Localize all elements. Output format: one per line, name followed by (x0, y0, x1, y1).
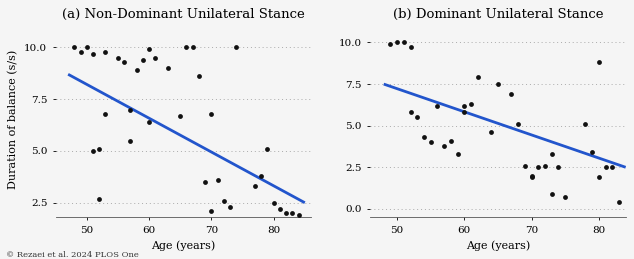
Point (188, 45, 198, 49)
Y-axis label: Duration of balance (s/s): Duration of balance (s/s) (8, 50, 18, 190)
Point (513, 122, 523, 126)
Point (459, 110, 469, 114)
Point (200, 180, 210, 184)
Point (181, 45, 191, 49)
Point (459, 104, 469, 108)
Point (439, 143, 450, 148)
Point (94, 197, 105, 201)
Point (392, 40, 402, 45)
Point (593, 175, 604, 179)
Point (163, 66, 173, 70)
Point (547, 152, 557, 156)
Point (526, 174, 536, 178)
Point (94, 147, 105, 151)
Point (486, 130, 496, 134)
Point (212, 178, 223, 182)
Point (425, 140, 436, 145)
Point (540, 163, 550, 168)
Point (256, 174, 266, 178)
Point (206, 112, 216, 116)
Point (206, 209, 216, 213)
X-axis label: Age (years): Age (years) (152, 240, 216, 251)
Point (126, 107, 136, 112)
Point (547, 192, 557, 196)
Point (150, 56, 160, 60)
Point (287, 211, 297, 215)
Point (119, 60, 129, 64)
Point (75, 49, 86, 54)
Text: © Rezaei et al. 2024 PLOS One: © Rezaei et al. 2024 PLOS One (6, 251, 139, 259)
Point (88, 52, 98, 56)
Point (446, 139, 456, 143)
Point (88, 149, 98, 153)
Point (419, 135, 429, 139)
Point (406, 110, 416, 114)
Point (593, 60, 604, 64)
Point (225, 205, 235, 209)
Point (231, 45, 242, 49)
Point (385, 42, 396, 46)
Point (587, 150, 597, 154)
Point (520, 163, 530, 168)
Point (82, 45, 92, 49)
Point (219, 199, 229, 203)
Point (100, 49, 110, 54)
Point (533, 165, 543, 169)
Point (126, 139, 136, 143)
Point (294, 213, 304, 217)
Point (138, 58, 148, 62)
Point (399, 40, 409, 45)
Point (466, 102, 476, 106)
Point (432, 104, 443, 108)
Point (69, 45, 79, 49)
Point (144, 120, 154, 124)
Point (132, 68, 142, 72)
Point (607, 165, 618, 169)
Point (269, 201, 279, 205)
Point (194, 74, 204, 78)
Point (600, 165, 611, 169)
Point (614, 200, 624, 204)
Point (175, 114, 185, 118)
Point (262, 147, 273, 151)
Point (453, 152, 463, 156)
Point (250, 184, 260, 188)
Point (526, 175, 536, 179)
Point (100, 112, 110, 116)
Title: (a) Non-Dominant Unilateral Stance: (a) Non-Dominant Unilateral Stance (62, 8, 305, 21)
Point (580, 122, 590, 126)
Point (560, 195, 570, 199)
Point (144, 47, 154, 52)
Point (412, 115, 422, 119)
Point (493, 82, 503, 86)
Point (275, 207, 285, 211)
Point (507, 92, 517, 96)
Point (473, 75, 483, 80)
Point (281, 211, 291, 215)
Point (406, 45, 416, 49)
Point (553, 165, 564, 169)
Title: (b) Dominant Unilateral Stance: (b) Dominant Unilateral Stance (392, 8, 603, 21)
X-axis label: Age (years): Age (years) (466, 240, 530, 251)
Point (113, 56, 123, 60)
